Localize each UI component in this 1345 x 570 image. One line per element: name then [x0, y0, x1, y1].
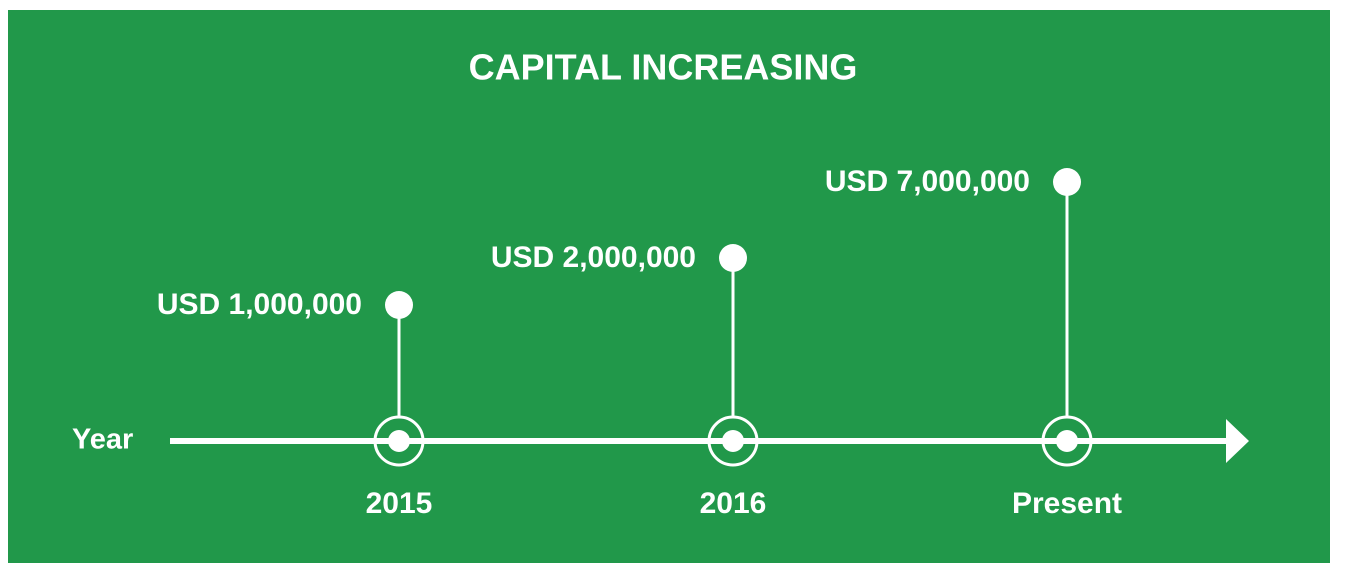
amount-label: USD 1,000,000 [157, 288, 362, 321]
background-panel [8, 10, 1330, 563]
top-dot [719, 244, 747, 272]
amount-label: USD 2,000,000 [491, 241, 696, 274]
node-ring [1041, 415, 1093, 467]
node-dot [388, 430, 410, 452]
year-label: 2015 [366, 487, 433, 520]
node-dot [1056, 430, 1078, 452]
axis-arrow [1226, 419, 1249, 463]
top-dot [385, 291, 413, 319]
axis-label: Year [72, 424, 133, 456]
amount-label: USD 7,000,000 [825, 165, 1030, 198]
node-dot [722, 430, 744, 452]
year-label: 2016 [700, 487, 767, 520]
node-ring [373, 415, 425, 467]
top-dot [1053, 168, 1081, 196]
year-label: Present [1012, 487, 1122, 520]
node-ring [707, 415, 759, 467]
title: CAPITAL INCREASING [469, 47, 858, 88]
